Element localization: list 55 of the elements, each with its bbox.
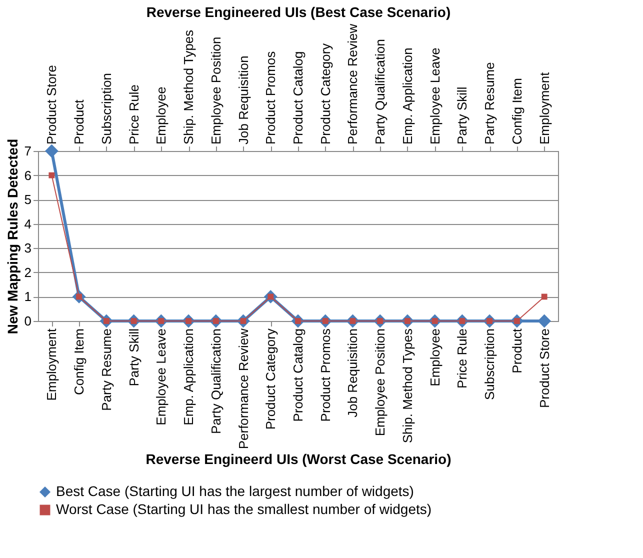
x-tick-label: Product Promos — [318, 328, 333, 422]
y-tick-label: 6 — [24, 168, 32, 183]
y-tick-label: 0 — [24, 314, 32, 328]
text: Party Skill — [454, 86, 470, 144]
point — [538, 314, 552, 328]
x-tick-label: Subscription — [482, 328, 498, 400]
y-tick-label: 1 — [24, 289, 32, 304]
x-tick-label: Employee Position — [372, 328, 388, 436]
y-tick-label: 5 — [24, 192, 32, 208]
x-tick-label: Job Requisition — [345, 328, 360, 418]
x-axis-title: Reverse Engineerd UIs (Worst Case Scenario) — [146, 451, 452, 468]
text: Party Resume — [482, 62, 498, 144]
y-tick-label: 2 — [24, 264, 32, 280]
x-tick-label: Party Skill — [126, 328, 142, 386]
point — [72, 290, 86, 304]
x-tick-label: Product — [509, 328, 524, 374]
legend-label: Best Case (Starting UI has the largest number of widgets) — [56, 483, 414, 499]
y-tick-label: 3 — [24, 240, 32, 256]
x-tick-label: Product Catalog — [290, 328, 306, 422]
y-axis-title: New Mapping Rules Detected — [4, 138, 20, 334]
x-tick-label: Party Qualification — [208, 328, 224, 434]
text: Product Store — [44, 65, 60, 144]
x2-axis-title: Reverse Engineered UIs (Best Case Scenario) — [146, 4, 451, 20]
text: Party Qualification — [372, 39, 388, 144]
text: Employee — [154, 86, 169, 144]
point — [373, 314, 387, 328]
text: Employment — [536, 72, 552, 144]
x-tick-label: Performance Review — [236, 328, 251, 450]
x-tick-label: Party Resume — [98, 328, 114, 411]
text: Config Item — [509, 78, 524, 144]
text: Product Category — [318, 42, 333, 144]
x-tick-label: Emp. Application — [181, 328, 196, 426]
text: Product — [72, 99, 87, 144]
legend-label: Worst Case (Starting UI has the smallest number of widgets) — [56, 501, 432, 517]
x-tick-label: Ship. Method Types — [400, 328, 415, 444]
point — [44, 144, 58, 158]
text: Employee Leave — [427, 48, 442, 144]
x-tick-label: Product Store — [536, 328, 552, 408]
x-tick-label: Price Rule — [454, 328, 470, 388]
text: Job Requisition — [236, 56, 251, 144]
y-tick-label: 7 — [24, 144, 32, 158]
x-tick-label: Product Category — [263, 328, 278, 430]
text: Price Rule — [126, 84, 142, 144]
x-tick-label: Employment — [44, 328, 60, 401]
y-tick-label: 4 — [24, 216, 32, 232]
x-tick-label: Employee — [427, 328, 442, 386]
text: Ship. Method Types — [181, 29, 196, 144]
text: Performance Review — [345, 23, 360, 144]
text: Emp. Application — [400, 48, 415, 144]
x-tick-label: Employee Leave — [154, 328, 169, 426]
text: Product Promos — [263, 50, 278, 144]
text: Product Catalog — [290, 51, 306, 144]
text: Employee Position — [208, 36, 224, 144]
x-tick-label: Config Item — [72, 328, 87, 395]
text: Subscription — [98, 72, 114, 144]
